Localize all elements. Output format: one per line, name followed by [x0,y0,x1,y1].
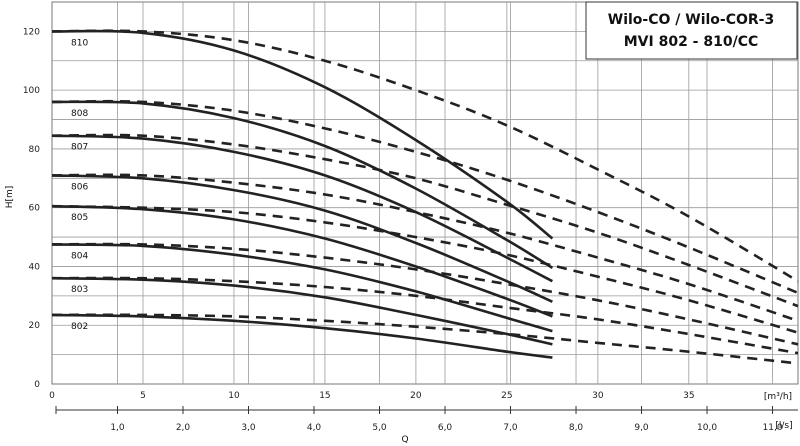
x-tick-label-ls: 5,0 [372,423,387,433]
curve-810-dashed [51,29,799,283]
x-tick-label-ls: 2,0 [176,423,191,433]
plot-frame [51,1,799,385]
curve-808-solid [51,100,554,270]
x-axis-unit-bottom: [l/s] [775,421,792,431]
curve-807-solid [51,134,554,283]
y-tick-label: 0 [34,380,40,390]
curve-806-solid [51,174,553,303]
curves [51,29,799,365]
y-tick-label: 80 [29,145,41,155]
y-tick-label: 60 [29,204,41,214]
x-tick-label-m3h: 20 [410,391,422,401]
curve-805-dashed [51,204,799,334]
curve-804-solid [51,243,553,333]
x-tick-label-ls: 8,0 [569,423,584,433]
x-tick-label-m3h: 15 [319,391,330,401]
curve-label-807: 807 [71,143,88,153]
curve-label-802: 802 [71,322,88,332]
curve-label-805: 805 [71,213,88,223]
y-tick-label: 20 [29,321,41,331]
curve-label-803: 803 [71,285,88,295]
title-frame [585,1,798,60]
x-tick-label-ls: 3,0 [241,423,256,433]
x-tick-label-ls: 1,0 [110,423,125,433]
x-tick-label-m3h: 25 [501,391,512,401]
x-tick-label-m3h: 30 [592,391,604,401]
chart-title-line-1: Wilo-CO / Wilo-COR-3 [608,12,774,28]
curve-802-dashed [51,313,799,365]
title-box: Wilo-CO / Wilo-COR-3 MVI 802 - 810/CC [585,1,798,60]
curve-807-dashed [51,133,799,308]
curve-label-804: 804 [71,251,88,261]
x-axis-label: Q [401,435,408,445]
curve-labels: 810 808 807 806 805 804 803 802 [71,38,88,332]
x-tick-label-ls: 4,0 [307,423,322,433]
x-axis-unit-top: [m³/h] [764,392,792,402]
curve-808-dashed [51,99,799,295]
x-tick-label-m3h: 0 [49,391,55,401]
axes: 0 20 40 60 80 100 120 0 5 10 15 20 25 30 35 1,0 2,0 3,0 4,… [23,27,798,433]
y-tick-label: 120 [23,27,40,37]
curve-805-solid [51,204,553,318]
curve-806-dashed [51,173,799,323]
chart-title-line-2: MVI 802 - 810/CC [624,34,759,50]
y-axis-label: H[m] [5,186,15,209]
curve-810-solid [51,29,554,240]
x-tick-label-m3h: 35 [683,391,694,401]
x-tick-label-m3h: 5 [140,391,146,401]
y-tick-label: 100 [23,86,40,96]
x-tick-label-ls: 9,0 [634,423,649,433]
curve-804-dashed [51,242,799,346]
x-tick-label-ls: 10,0 [697,423,717,433]
curve-803-dashed [51,276,799,355]
curve-label-808: 808 [71,109,88,119]
x-tick-label-ls: 6,0 [438,423,453,433]
y-tick-label: 40 [29,262,41,272]
curve-label-810: 810 [71,38,88,48]
x-tick-label-ls: 11,0 [763,423,783,433]
x-tick-label-ls: 7,0 [503,423,518,433]
x-tick-label-m3h: 10 [228,391,240,401]
curve-802-solid [51,313,553,359]
curve-label-806: 806 [71,182,88,192]
